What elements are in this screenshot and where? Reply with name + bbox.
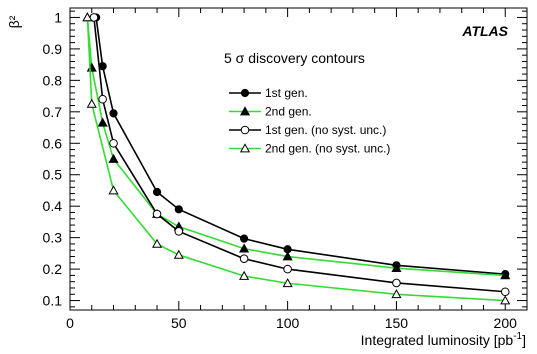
y-tick-label: 0.6 [43,135,63,151]
y-tick-label: 0.4 [43,198,63,214]
axis-ticks: 0 50 100 150 200 0.1 0.2 0.3 0.4 0.5 0.6 0.7 0.8 0.9 1 [43,8,528,331]
data-point [283,264,292,274]
x-axis-title-exponent: -1 [513,331,522,342]
atlas-label: ATLAS [461,23,508,39]
data-point [108,153,119,163]
legend-label: 1st gen. [265,86,308,100]
series-4 [82,12,511,305]
data-point [109,138,118,148]
y-tick-label: 0.1 [43,293,63,309]
x-tick-label: 100 [276,315,300,331]
x-axis-title-end: ] [522,332,526,348]
legend-label: 2nd gen. [265,105,312,119]
data-point [500,295,511,305]
data-point [282,251,293,261]
data-point [173,249,184,259]
data-point [391,289,402,299]
data-point [108,185,119,195]
data-point [500,270,511,280]
chart-subtitle: 5 σ discovery contours [224,50,365,66]
legend-entry: 2nd gen. [229,105,312,119]
legend-marker [240,125,250,135]
legend-entry: 2nd gen. (no syst. unc.) [229,142,390,156]
data-point [152,187,162,197]
x-axis-title: Integrated luminosity [pb-1] [361,331,526,348]
data-point [109,109,118,118]
y-tick-label: 0.5 [43,167,63,183]
legend-entry: 1st gen. (no syst. unc.) [229,123,386,137]
data-point [239,243,250,253]
data-point [239,270,250,280]
series-3 [89,13,510,297]
x-tick-label: 50 [171,315,187,331]
y-tick-label: 0.9 [43,41,63,57]
data-point [282,278,293,288]
y-tick-label: 1 [54,9,62,25]
legend-marker [239,106,251,116]
data-point [239,254,249,264]
data-point [86,98,97,108]
legend: 1st gen. 2nd gen. 1st gen. (no syst. unc.)… [229,86,390,156]
y-axis-title: β² [6,15,22,28]
legend-marker [240,88,250,98]
x-tick-label: 0 [66,315,74,331]
legend-entry: 1st gen. [229,86,308,100]
data-point [151,238,163,248]
data-point [174,227,184,236]
data-point [82,12,93,22]
series-group [82,12,511,305]
data-point [500,287,510,297]
y-tick-label: 0.2 [43,261,63,277]
plot-frame [69,7,528,311]
data-point [86,62,97,72]
y-tick-label: 0.3 [43,230,63,246]
data-point [391,262,402,273]
legend-label: 2nd gen. (no syst. unc.) [265,142,390,156]
legend-marker [239,143,251,153]
data-point [97,117,108,127]
data-point [98,94,107,104]
data-point [152,209,162,219]
y-tick-label: 0.8 [43,72,63,88]
legend-label: 1st gen. (no syst. unc.) [265,123,386,137]
y-tick-label: 0.7 [43,104,63,120]
data-point [392,278,401,288]
x-axis-title-main: Integrated luminosity [pb [361,332,514,348]
series-line [86,17,506,277]
data-point [174,205,183,214]
x-tick-label: 200 [494,315,518,331]
series-1 [92,13,510,279]
data-point [239,234,249,243]
x-tick-label: 150 [385,315,409,331]
